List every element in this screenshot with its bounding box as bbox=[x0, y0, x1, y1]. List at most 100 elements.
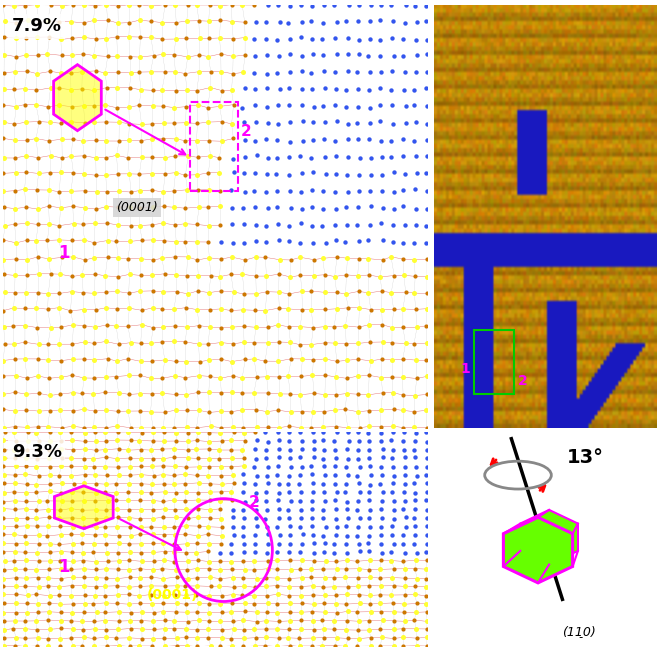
Point bbox=[43, 573, 53, 583]
Point bbox=[0, 633, 9, 643]
Point bbox=[399, 67, 410, 78]
Point bbox=[307, 513, 318, 523]
Point bbox=[412, 470, 422, 481]
Point bbox=[182, 565, 192, 575]
Point bbox=[273, 513, 284, 523]
Point bbox=[9, 486, 19, 497]
Point bbox=[274, 17, 285, 27]
Point bbox=[387, 487, 397, 498]
Point bbox=[273, 119, 283, 129]
Point bbox=[8, 624, 18, 634]
Point bbox=[307, 1, 318, 11]
Point bbox=[203, 522, 214, 532]
Point bbox=[158, 133, 168, 144]
Point bbox=[181, 486, 191, 497]
Point bbox=[295, 252, 306, 263]
Point bbox=[226, 445, 237, 455]
Point bbox=[204, 428, 214, 438]
Point bbox=[422, 204, 432, 214]
Point bbox=[341, 339, 351, 349]
Point bbox=[181, 590, 191, 601]
Point bbox=[283, 304, 293, 314]
Point bbox=[249, 590, 260, 601]
Point bbox=[308, 255, 319, 265]
Point bbox=[330, 503, 341, 514]
Point bbox=[100, 581, 110, 592]
Point bbox=[377, 234, 387, 245]
Point bbox=[331, 522, 342, 532]
Point bbox=[22, 598, 32, 609]
Point bbox=[363, 495, 374, 505]
Point bbox=[226, 184, 237, 195]
Point bbox=[192, 255, 202, 265]
Point bbox=[180, 236, 190, 247]
Point bbox=[341, 462, 351, 473]
Point bbox=[400, 338, 411, 349]
Point bbox=[55, 555, 65, 565]
Point bbox=[113, 18, 123, 28]
Point bbox=[308, 49, 318, 59]
Point bbox=[227, 641, 237, 651]
Point bbox=[328, 573, 339, 583]
Point bbox=[215, 1, 225, 11]
Point bbox=[217, 590, 227, 601]
Point bbox=[341, 589, 352, 599]
Point bbox=[182, 322, 192, 332]
Point bbox=[332, 252, 343, 263]
Point bbox=[343, 427, 353, 438]
Point bbox=[376, 304, 387, 315]
Point bbox=[124, 633, 134, 643]
Point bbox=[250, 305, 260, 315]
Point bbox=[54, 339, 65, 349]
Point bbox=[0, 84, 9, 95]
Point bbox=[192, 624, 202, 635]
Point bbox=[113, 220, 124, 231]
Point bbox=[250, 404, 261, 415]
Point bbox=[22, 15, 33, 25]
Point bbox=[397, 530, 408, 540]
Point bbox=[22, 445, 32, 455]
Point bbox=[228, 616, 239, 627]
Point bbox=[364, 505, 375, 515]
Point bbox=[410, 1, 420, 11]
Point bbox=[181, 422, 192, 432]
Point bbox=[217, 436, 227, 446]
Point bbox=[194, 50, 205, 60]
Point bbox=[171, 405, 181, 415]
Point bbox=[171, 581, 182, 591]
Point bbox=[263, 388, 273, 398]
Point bbox=[57, 422, 67, 433]
Point bbox=[123, 427, 134, 438]
Point bbox=[0, 453, 9, 464]
Point bbox=[171, 598, 182, 609]
Point bbox=[249, 354, 260, 364]
Point bbox=[0, 445, 9, 455]
Point bbox=[297, 555, 307, 565]
Point bbox=[11, 101, 22, 112]
Point bbox=[114, 616, 125, 626]
Point bbox=[31, 505, 42, 515]
Point bbox=[181, 547, 191, 558]
Point bbox=[399, 462, 410, 472]
Point bbox=[306, 564, 316, 575]
Point bbox=[297, 204, 308, 214]
Point bbox=[318, 547, 329, 557]
Point bbox=[88, 454, 99, 464]
Point bbox=[56, 615, 67, 626]
Point bbox=[56, 372, 67, 383]
Point bbox=[377, 615, 387, 626]
Point bbox=[101, 287, 111, 297]
Point bbox=[248, 388, 259, 398]
Point bbox=[352, 67, 362, 78]
Point bbox=[249, 565, 260, 575]
Point bbox=[318, 632, 329, 643]
Point bbox=[9, 135, 20, 146]
Point bbox=[376, 405, 386, 415]
Point bbox=[65, 68, 76, 78]
Point bbox=[285, 641, 296, 651]
Point bbox=[227, 153, 238, 164]
Point bbox=[90, 218, 100, 229]
Point bbox=[34, 388, 44, 398]
Point bbox=[194, 202, 204, 212]
Point bbox=[158, 538, 168, 549]
